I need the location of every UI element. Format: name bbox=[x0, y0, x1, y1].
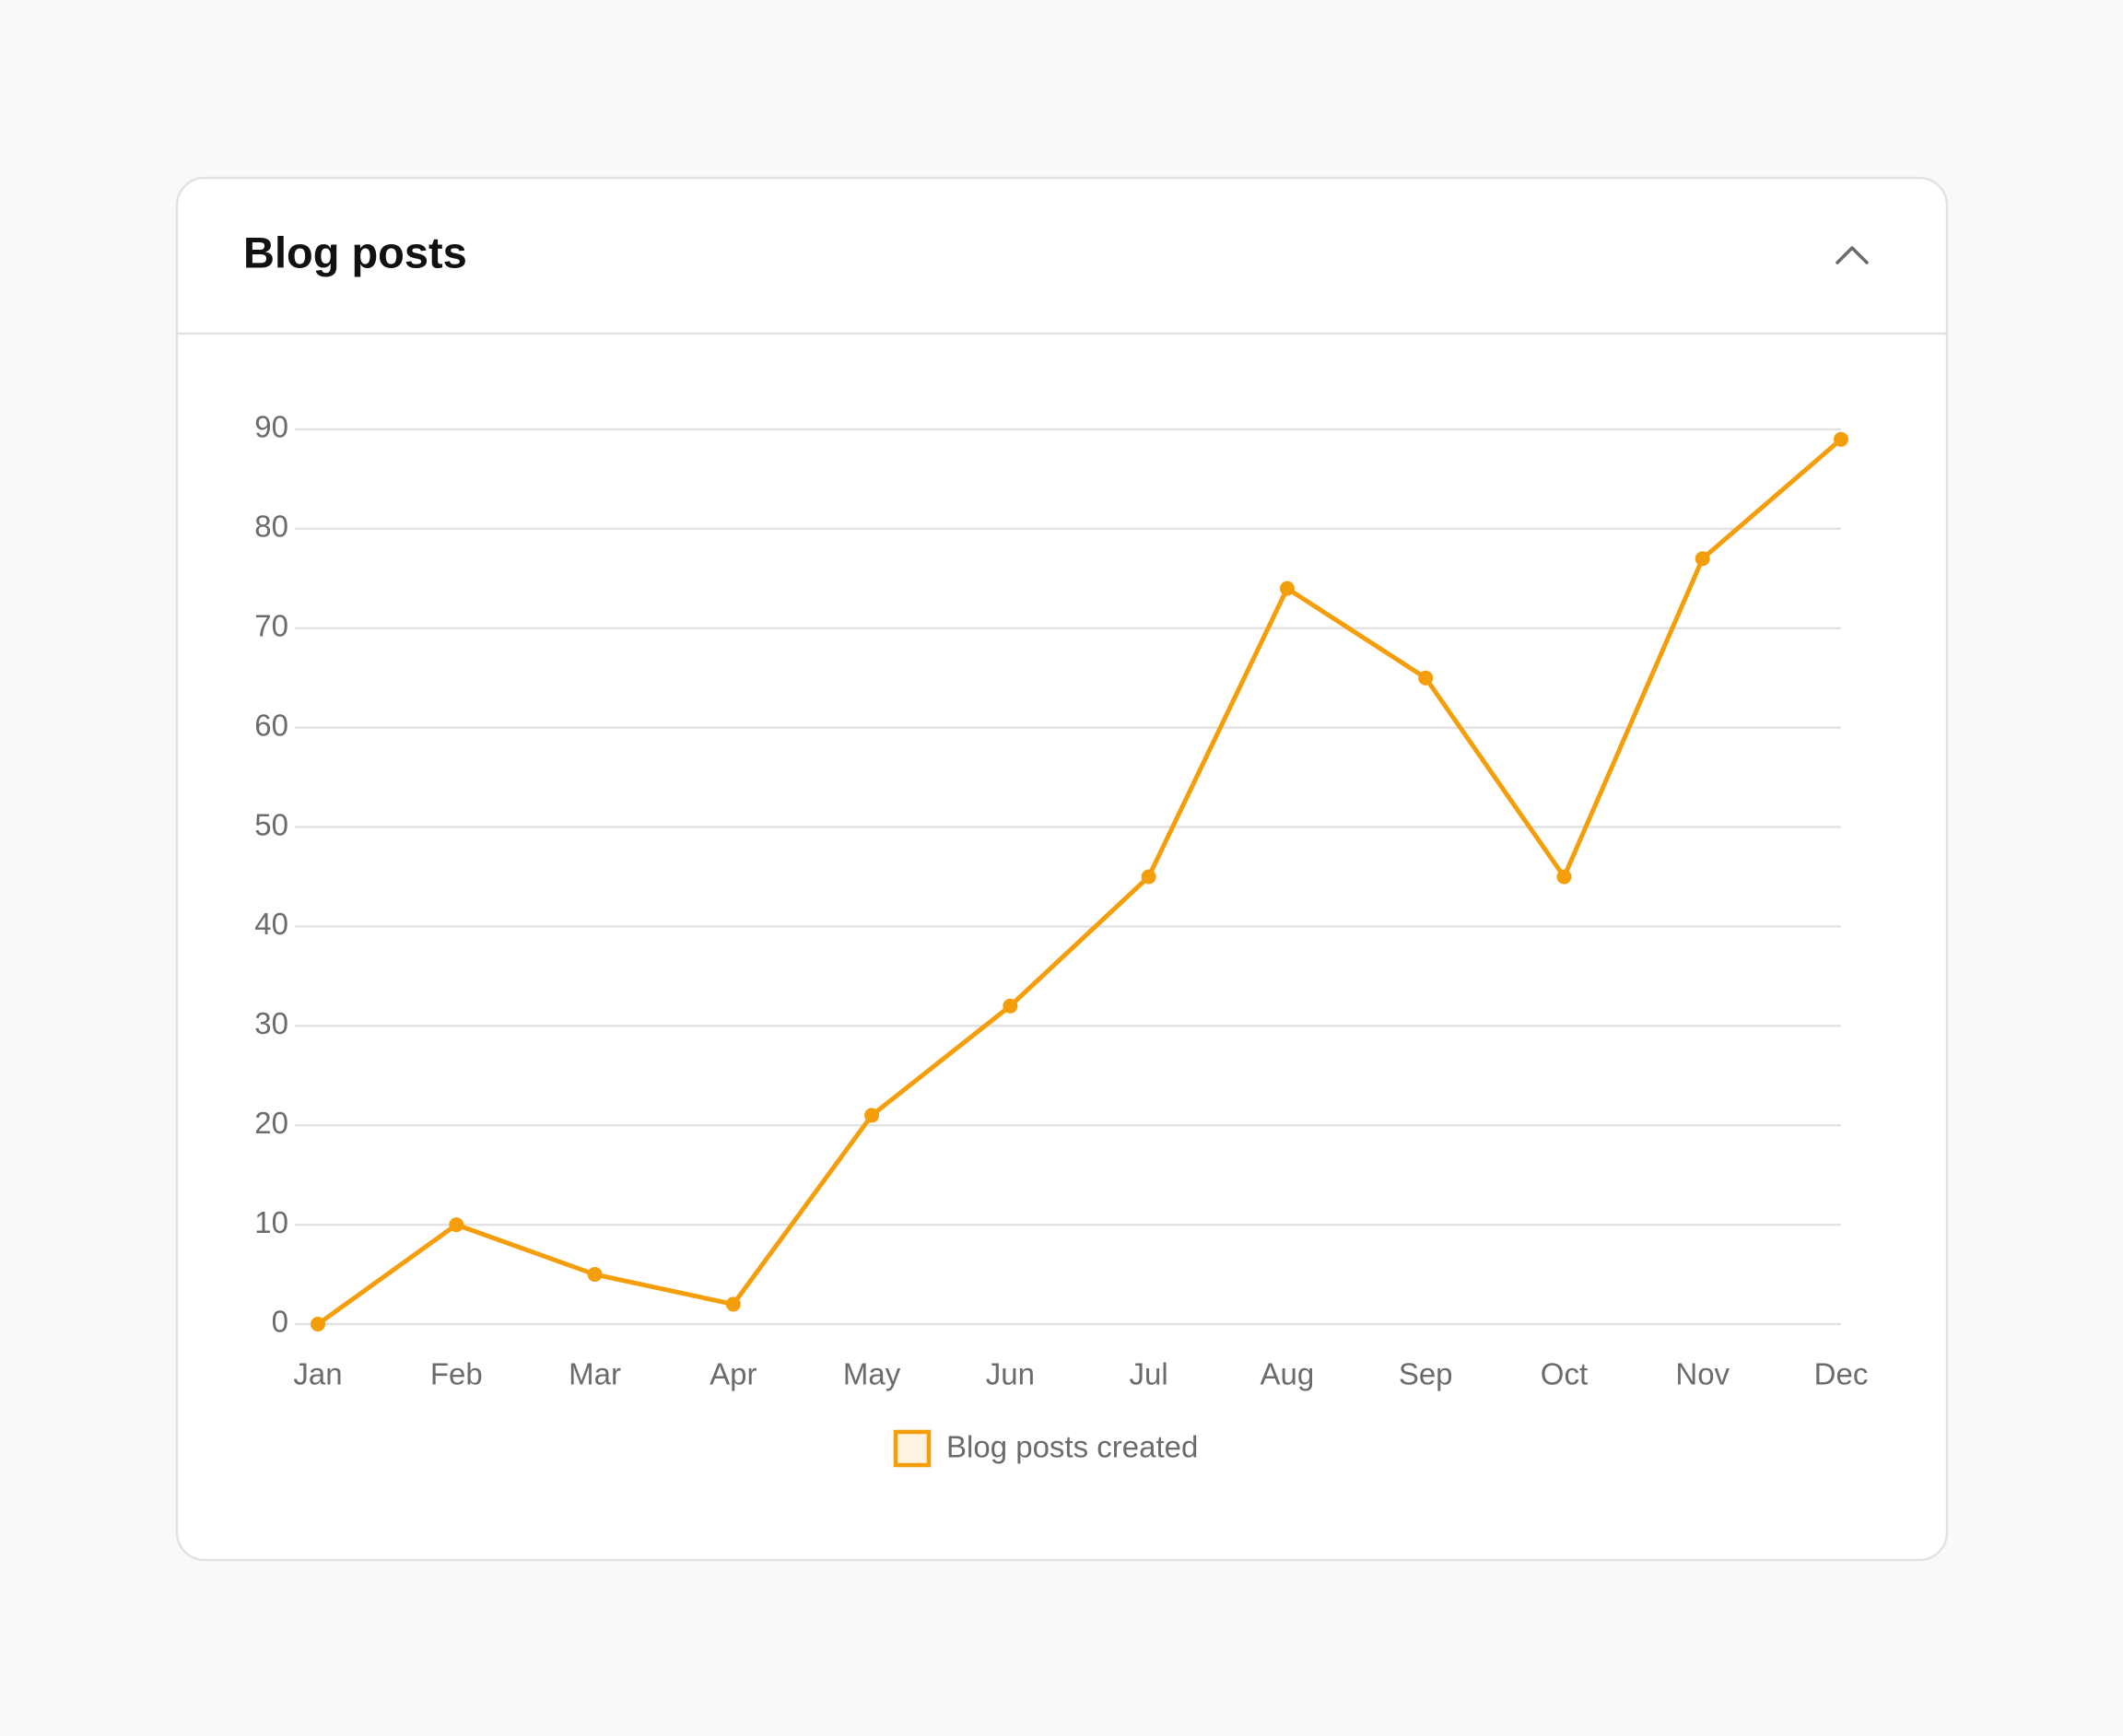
x-tick-label: Mar bbox=[569, 1357, 621, 1391]
x-tick-label: Jul bbox=[1130, 1357, 1168, 1391]
data-point bbox=[1695, 551, 1710, 567]
legend-label: Blog posts created bbox=[946, 1430, 1198, 1464]
x-tick-label: Aug bbox=[1261, 1357, 1315, 1391]
data-point bbox=[587, 1267, 603, 1283]
y-tick-label: 70 bbox=[254, 608, 288, 642]
x-tick-label: Oct bbox=[1541, 1357, 1588, 1391]
x-tick-label: Sep bbox=[1399, 1357, 1453, 1391]
y-tick-label: 0 bbox=[272, 1305, 288, 1339]
data-point bbox=[449, 1217, 464, 1233]
x-tick-label: Dec bbox=[1814, 1357, 1869, 1391]
collapse-button[interactable] bbox=[1836, 246, 1869, 264]
x-tick-label: Feb bbox=[430, 1357, 483, 1391]
x-tick-label: May bbox=[843, 1357, 901, 1391]
data-point bbox=[864, 1108, 880, 1123]
chart-title: Blog posts bbox=[243, 228, 467, 276]
y-tick-label: 80 bbox=[254, 510, 288, 544]
y-tick-label: 30 bbox=[254, 1006, 288, 1040]
x-tick-label: Apr bbox=[710, 1357, 757, 1391]
x-tick-label: Nov bbox=[1675, 1357, 1730, 1391]
data-point bbox=[1279, 581, 1295, 596]
y-tick-label: 20 bbox=[254, 1106, 288, 1140]
data-point bbox=[1003, 998, 1018, 1014]
y-tick-label: 60 bbox=[254, 708, 288, 742]
card bbox=[175, 176, 1949, 1562]
data-point bbox=[725, 1296, 741, 1312]
data-point bbox=[1556, 869, 1572, 885]
data-point bbox=[1418, 670, 1434, 686]
data-point bbox=[1141, 869, 1156, 885]
data-point bbox=[311, 1317, 325, 1331]
x-tick-label: Jun bbox=[986, 1357, 1035, 1391]
y-tick-label: 50 bbox=[254, 807, 288, 841]
y-tick-label: 90 bbox=[254, 410, 288, 444]
legend-swatch bbox=[893, 1429, 932, 1468]
y-tick-label: 40 bbox=[254, 907, 288, 941]
series-line bbox=[316, 437, 1843, 1327]
data-point bbox=[1834, 431, 1848, 447]
plot-area: 0 10 20 30 40 50 60 70 80 90 Jan Feb Mar Apr May Jun Jul… bbox=[254, 410, 1869, 1468]
x-tick-label: Jan bbox=[293, 1357, 342, 1391]
y-tick-label: 10 bbox=[254, 1205, 288, 1239]
